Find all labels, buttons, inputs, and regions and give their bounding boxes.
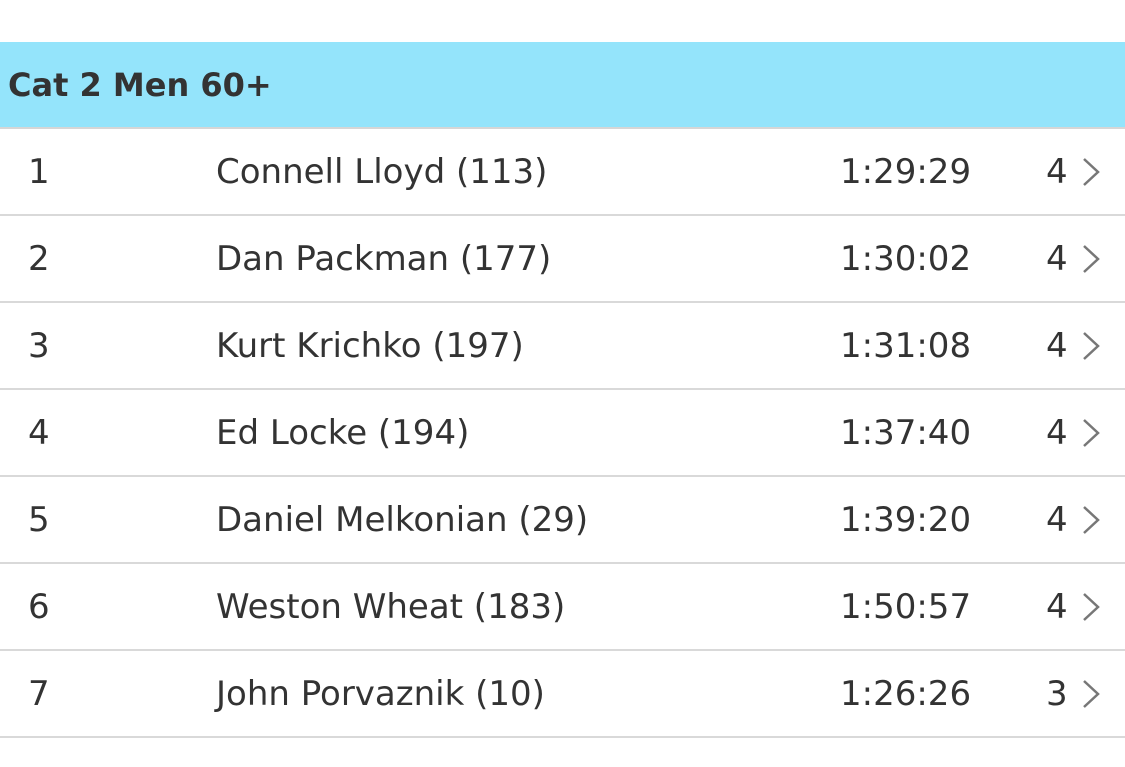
laps: 4	[1046, 238, 1068, 279]
result-row[interactable]: 3 Kurt Krichko (197) 1:31:08 4	[0, 303, 1125, 390]
place: 6	[28, 586, 50, 627]
chevron	[1083, 593, 1100, 621]
rider-name: Weston Wheat (183)	[216, 586, 566, 627]
rider-name: Kurt Krichko (197)	[216, 325, 524, 366]
rider-name: John Porvaznik (10)	[216, 673, 545, 714]
chevron	[1083, 680, 1100, 708]
result-row[interactable]: 1 Connell Lloyd (113) 1:29:29 4	[0, 129, 1125, 216]
chevron-icon	[1083, 158, 1100, 186]
laps: 4	[1046, 586, 1068, 627]
result-row[interactable]: 7 John Porvaznik (10) 1:26:26 3	[0, 651, 1125, 738]
chevron	[1083, 419, 1100, 447]
result-row[interactable]: 2 Dan Packman (177) 1:30:02 4	[0, 216, 1125, 303]
chevron-icon	[1083, 680, 1100, 708]
place: 3	[28, 325, 50, 366]
place: 5	[28, 499, 50, 540]
finish-time: 1:37:40	[840, 412, 972, 453]
result-row[interactable]: 6 Weston Wheat (183) 1:50:57 4	[0, 564, 1125, 651]
laps: 4	[1046, 325, 1068, 366]
rider-name: Dan Packman (177)	[216, 238, 552, 279]
rider-name: Ed Locke (194)	[216, 412, 470, 453]
finish-time: 1:50:57	[840, 586, 972, 627]
laps: 4	[1046, 412, 1068, 453]
chevron	[1083, 245, 1100, 273]
laps: 4	[1046, 499, 1068, 540]
place: 2	[28, 238, 50, 279]
laps: 3	[1046, 673, 1068, 714]
laps: 4	[1046, 151, 1068, 192]
result-row[interactable]: 4 Ed Locke (194) 1:37:40 4	[0, 390, 1125, 477]
rider-name: Daniel Melkonian (29)	[216, 499, 589, 540]
chevron	[1083, 158, 1100, 186]
finish-time: 1:26:26	[840, 673, 972, 714]
group-header: Cat 2 Men 60+	[0, 42, 1125, 129]
place: 1	[28, 151, 50, 192]
finish-time: 1:39:20	[840, 499, 972, 540]
finish-time: 1:30:02	[840, 238, 972, 279]
chevron-icon	[1083, 419, 1100, 447]
place: 7	[28, 673, 50, 714]
place: 4	[28, 412, 50, 453]
chevron-icon	[1083, 332, 1100, 360]
group-title: Cat 2 Men 60+	[8, 65, 272, 104]
finish-time: 1:29:29	[840, 151, 972, 192]
rider-name: Connell Lloyd (113)	[216, 151, 548, 192]
results-list: 1 Connell Lloyd (113) 1:29:29 4 2 Dan Packman…	[0, 129, 1125, 738]
result-row[interactable]: 5 Daniel Melkonian (29) 1:39:20 4	[0, 477, 1125, 564]
chevron-icon	[1083, 245, 1100, 273]
chevron-icon	[1083, 593, 1100, 621]
chevron	[1083, 332, 1100, 360]
finish-time: 1:31:08	[840, 325, 972, 366]
chevron-icon	[1083, 506, 1100, 534]
chevron	[1083, 506, 1100, 534]
